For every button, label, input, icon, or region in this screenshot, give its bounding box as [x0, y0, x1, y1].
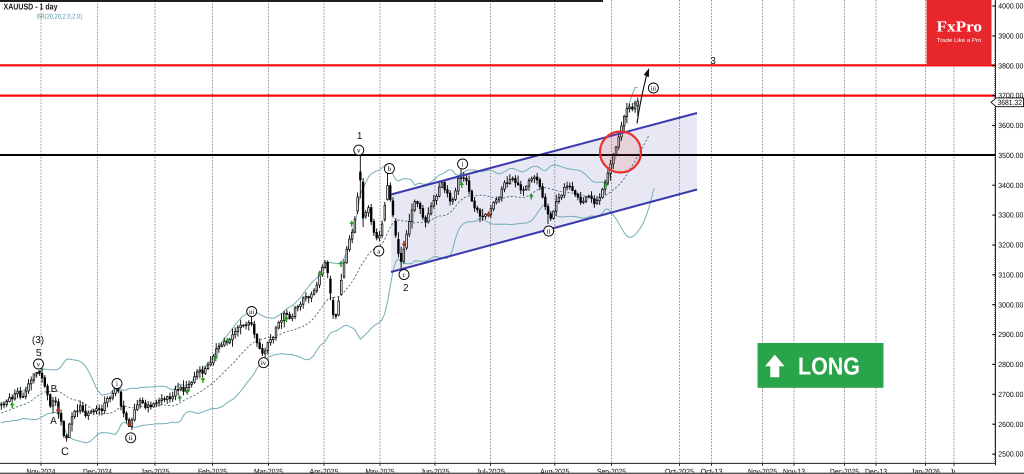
svg-text:3600.00: 3600.00 — [998, 121, 1023, 130]
svg-text:ii: ii — [547, 227, 551, 235]
svg-text:Dec-13: Dec-13 — [865, 467, 887, 474]
svg-text:Sep-2025: Sep-2025 — [597, 467, 626, 474]
svg-text:Trade Like a Pro: Trade Like a Pro — [937, 37, 982, 44]
svg-text:Jı: Jı — [950, 467, 956, 474]
svg-text:Nov-2024: Nov-2024 — [27, 467, 56, 474]
svg-text:2800.00: 2800.00 — [998, 360, 1023, 369]
svg-text:Mar-2025: Mar-2025 — [254, 467, 283, 474]
svg-text:3700.00: 3700.00 — [998, 91, 1023, 100]
svg-text:4000.00: 4000.00 — [998, 2, 1023, 11]
svg-text:2500.00: 2500.00 — [998, 450, 1023, 459]
svg-text:a: a — [377, 247, 381, 255]
svg-text:May-2025: May-2025 — [366, 467, 395, 474]
svg-text:3300.00: 3300.00 — [998, 211, 1023, 220]
svg-text:i: i — [462, 160, 464, 168]
svg-text:Feb-2025: Feb-2025 — [198, 467, 227, 474]
svg-text:iii: iii — [249, 309, 255, 316]
svg-text:LONG: LONG — [798, 354, 860, 381]
svg-text:Dec-2024: Dec-2024 — [83, 467, 112, 474]
svg-text:5: 5 — [36, 348, 42, 359]
svg-text:3200.00: 3200.00 — [998, 241, 1023, 250]
svg-text:2: 2 — [403, 283, 409, 294]
svg-text:Jun-2025: Jun-2025 — [421, 467, 450, 474]
svg-text:i: i — [116, 380, 118, 388]
svg-text:3000.00: 3000.00 — [998, 300, 1023, 309]
svg-text:3500.00: 3500.00 — [998, 151, 1023, 160]
svg-text:3: 3 — [710, 56, 716, 67]
svg-text:3800.00: 3800.00 — [998, 61, 1023, 70]
svg-text:Aug-2025: Aug-2025 — [540, 467, 569, 474]
svg-text:2900.00: 2900.00 — [998, 330, 1023, 339]
svg-text:Apr-2025: Apr-2025 — [310, 467, 339, 474]
svg-text:A: A — [50, 416, 57, 427]
svg-text:1: 1 — [357, 131, 363, 142]
svg-text:Jul-2025: Jul-2025 — [476, 467, 505, 474]
svg-text:3400.00: 3400.00 — [998, 181, 1023, 190]
svg-text:ii: ii — [129, 434, 133, 442]
svg-text:Nov-13: Nov-13 — [783, 467, 805, 474]
svg-text:c: c — [402, 271, 405, 279]
svg-text:Dec-2025: Dec-2025 — [830, 467, 859, 474]
svg-text:FxPro: FxPro — [937, 19, 983, 36]
svg-text:Nov-2025: Nov-2025 — [748, 467, 777, 474]
svg-text:Oct-2025: Oct-2025 — [665, 467, 694, 474]
svg-text:(3): (3) — [32, 335, 44, 346]
svg-text:iii: iii — [651, 85, 657, 92]
svg-text:v: v — [37, 360, 41, 368]
svg-text:3100.00: 3100.00 — [998, 270, 1023, 279]
svg-text:iv: iv — [261, 359, 267, 367]
svg-text:Oct-13: Oct-13 — [701, 467, 723, 474]
svg-text:3681.32: 3681.32 — [998, 98, 1023, 107]
svg-text:BB(20,20,2.0,2.0): BB(20,20,2.0,2.0) — [37, 14, 82, 21]
svg-text:XAUUSD - 1 day: XAUUSD - 1 day — [4, 2, 58, 12]
svg-text:b: b — [388, 165, 392, 173]
svg-text:B: B — [51, 384, 58, 395]
svg-text:C: C — [61, 446, 69, 458]
svg-text:v: v — [357, 147, 361, 155]
svg-text:Jan-2026: Jan-2026 — [911, 467, 940, 474]
svg-text:2700.00: 2700.00 — [998, 390, 1023, 399]
svg-text:2600.00: 2600.00 — [998, 420, 1023, 429]
svg-text:3900.00: 3900.00 — [998, 32, 1023, 41]
svg-text:Jan-2025: Jan-2025 — [141, 467, 170, 474]
